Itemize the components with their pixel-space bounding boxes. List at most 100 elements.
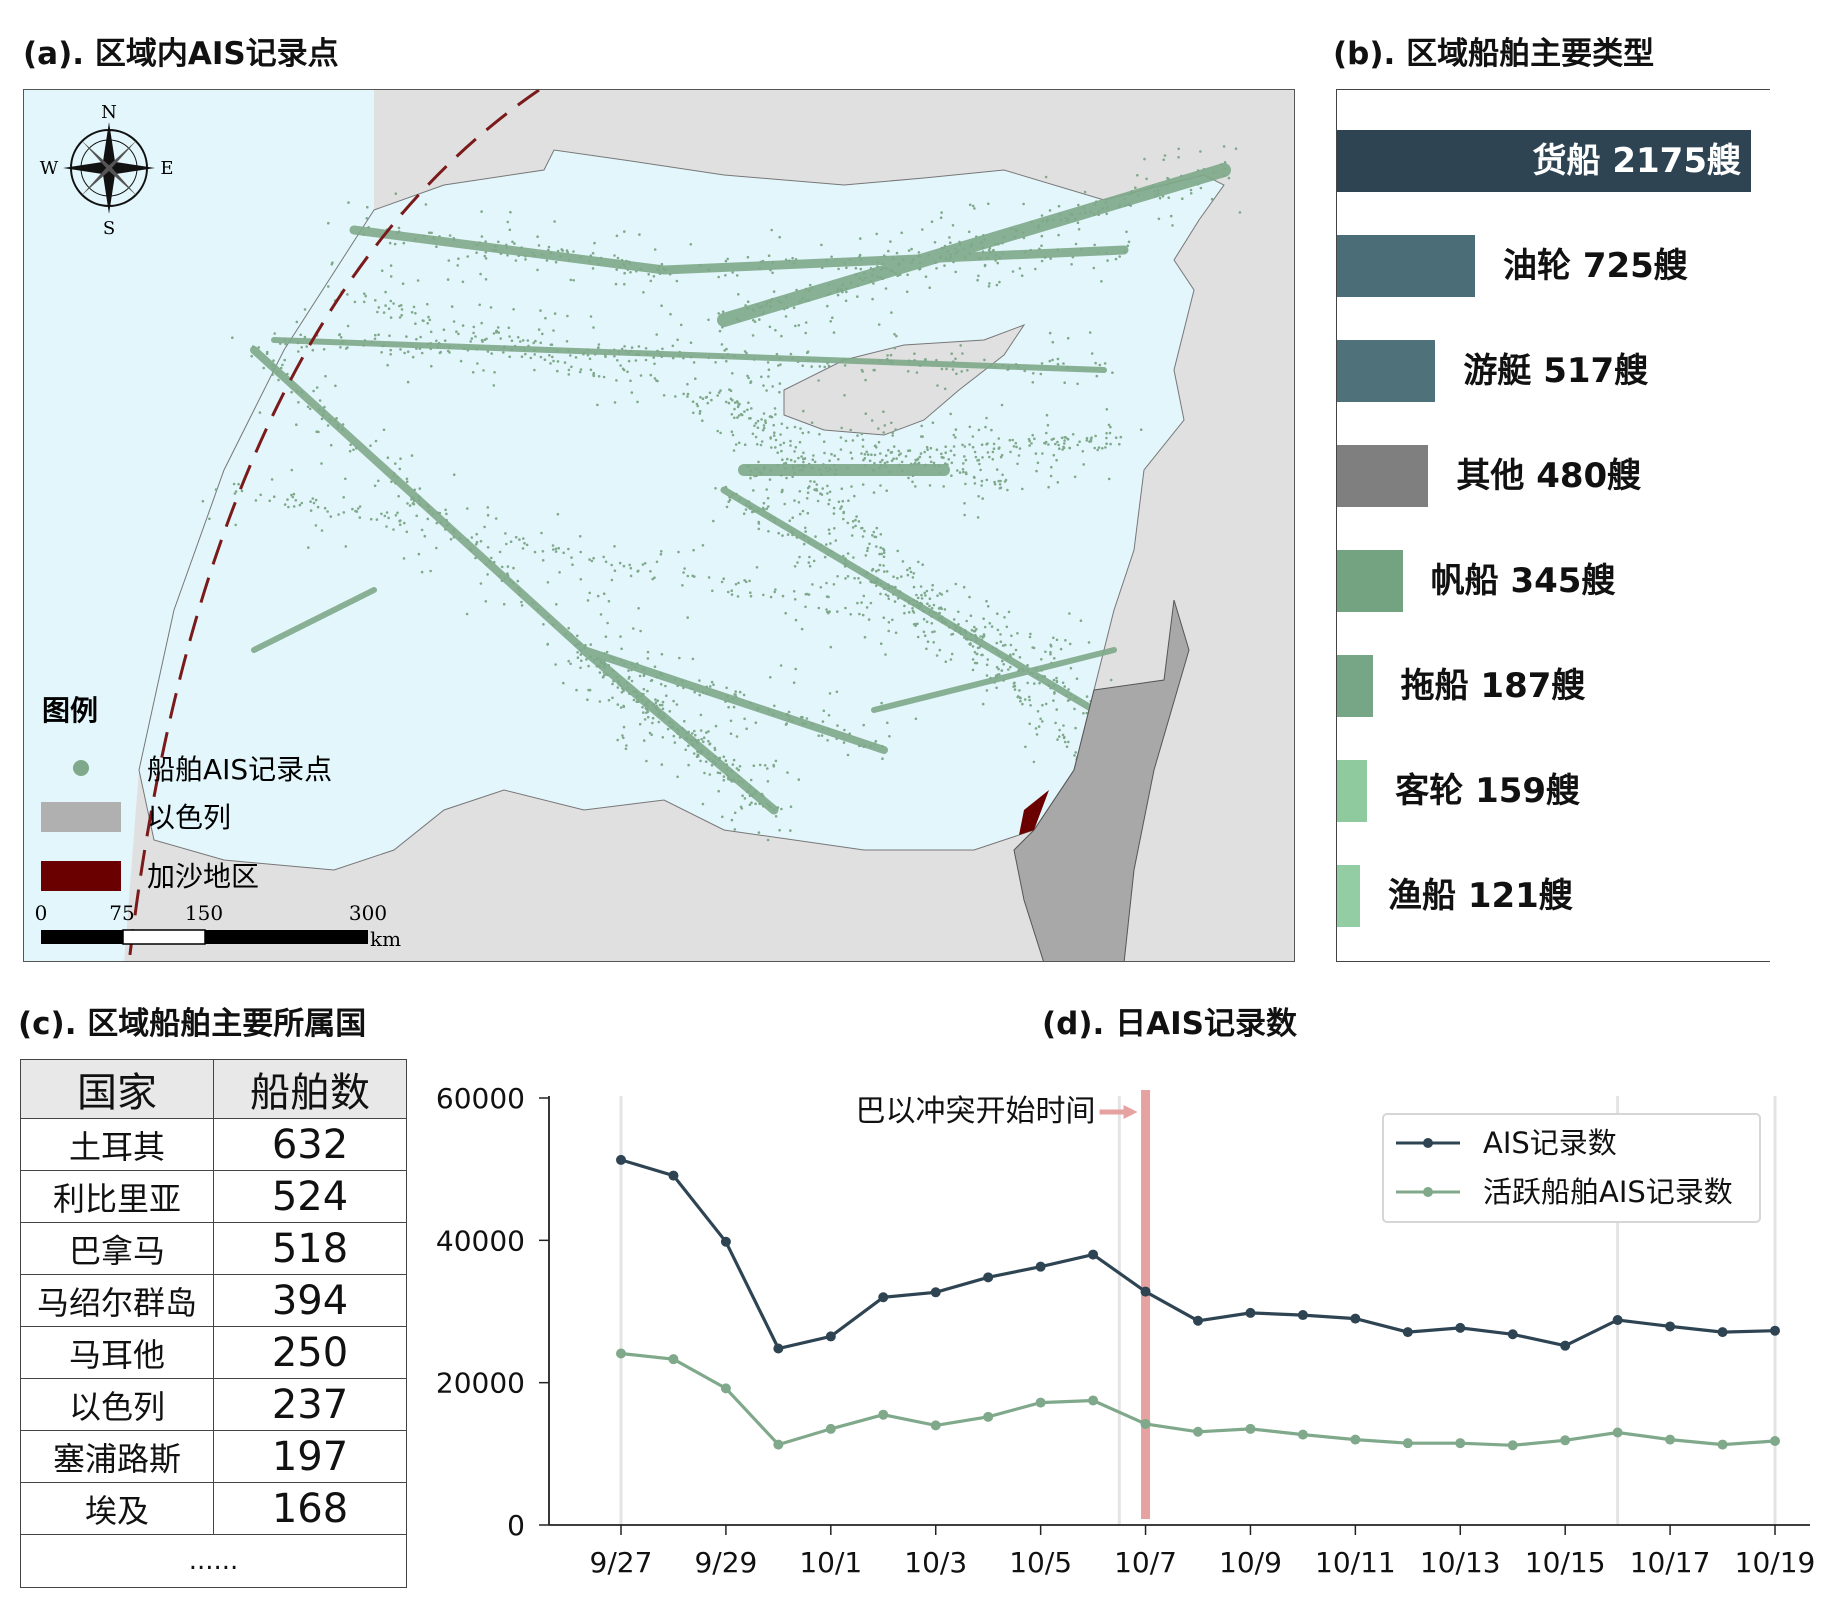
ais-point [592, 326, 595, 329]
ais-point [593, 241, 596, 245]
ais-point [701, 544, 705, 547]
ais-point [740, 413, 744, 417]
ais-point [398, 523, 402, 526]
ais-point [607, 698, 611, 702]
ais-point [366, 205, 369, 209]
ais-point [766, 496, 770, 500]
ais-point [318, 399, 322, 402]
ais-point [346, 293, 349, 296]
ais-point [737, 581, 740, 585]
ais-point [904, 455, 908, 458]
ais-point [259, 493, 262, 497]
ais-point [861, 438, 865, 442]
ais-point [872, 282, 875, 285]
ais-point [374, 299, 377, 302]
ais-point [954, 357, 957, 361]
ais-point [658, 703, 662, 707]
ais-point [1066, 336, 1070, 340]
ais-point [981, 497, 984, 500]
ais-point [968, 443, 971, 446]
ais-point [636, 400, 639, 404]
ais-point [840, 487, 844, 491]
ais-point [420, 528, 424, 532]
ais-point [758, 318, 761, 321]
ais-point [686, 574, 690, 578]
ais-point [348, 449, 352, 453]
ais-point [882, 431, 885, 434]
ais-point [1106, 259, 1109, 262]
ship-type-label: 客轮 159艘 [1395, 771, 1581, 811]
ais-point [387, 307, 391, 310]
ais-point [734, 443, 738, 446]
ais-point [733, 828, 737, 831]
ais-point [1062, 724, 1065, 727]
ais-point [1169, 214, 1173, 218]
ais-point [976, 516, 980, 519]
ais-point [686, 382, 689, 386]
ais-point [647, 273, 650, 276]
ais-point [642, 291, 645, 294]
ais-point [945, 367, 948, 371]
ais-point [813, 460, 817, 464]
ais-point [811, 583, 814, 586]
ais-point [875, 569, 878, 573]
ais-point [683, 719, 686, 723]
ais-point [752, 319, 755, 322]
ais-point [533, 368, 536, 372]
ais-point [783, 502, 786, 506]
country-name: 马绍尔群岛 [20, 1274, 214, 1327]
ais-point [964, 458, 968, 462]
ais-point [681, 584, 684, 587]
ais-point [932, 641, 935, 644]
ais-point [794, 667, 797, 671]
ais-point [747, 401, 750, 405]
ais-point [427, 315, 430, 319]
series-2-point [1193, 1426, 1203, 1437]
ais-point [483, 525, 486, 529]
ais-point [931, 588, 934, 592]
ais-point [736, 405, 740, 409]
ais-point [389, 348, 393, 352]
ais-point [502, 351, 505, 354]
series-2-point [1297, 1429, 1308, 1440]
ais-point [618, 561, 622, 565]
ship-type-bar [1337, 760, 1368, 822]
ais-point [1000, 669, 1004, 672]
ais-point [977, 458, 981, 462]
ais-point [604, 635, 608, 638]
ais-point [796, 561, 799, 564]
ais-point [385, 511, 389, 514]
ais-point [986, 658, 990, 661]
ais-point [490, 352, 494, 355]
series-1-point [1193, 1315, 1203, 1326]
ais-point [1057, 204, 1061, 208]
ais-point [845, 266, 848, 270]
ais-point [774, 446, 777, 449]
ship-type-bar-chart: 货船 2175艘 油轮 725艘 游艇 517艘 其他 480艘 帆船 345艘 拖船 1… [1336, 89, 1770, 962]
ais-point [664, 684, 667, 688]
ais-point [1092, 266, 1096, 270]
ais-point [551, 544, 555, 547]
ais-point [776, 451, 779, 455]
ais-point [624, 747, 628, 751]
series-1-point [983, 1272, 994, 1283]
ais-point [699, 729, 703, 732]
ais-point [661, 707, 665, 711]
ais-point [826, 492, 829, 495]
ais-point [410, 311, 414, 314]
ais-point [701, 397, 705, 401]
ais-point [732, 705, 736, 709]
ais-point [401, 282, 405, 285]
ais-point [651, 577, 654, 581]
ais-point [757, 520, 760, 524]
ais-point [985, 599, 988, 603]
x-tick-label: 10/11 [1315, 1546, 1396, 1579]
ais-point [394, 514, 398, 517]
ais-point [1014, 648, 1018, 652]
ais-point [780, 449, 783, 453]
ais-point [828, 459, 831, 463]
ais-point [998, 487, 1002, 490]
ais-point [1189, 188, 1193, 192]
ais-point [630, 391, 634, 394]
